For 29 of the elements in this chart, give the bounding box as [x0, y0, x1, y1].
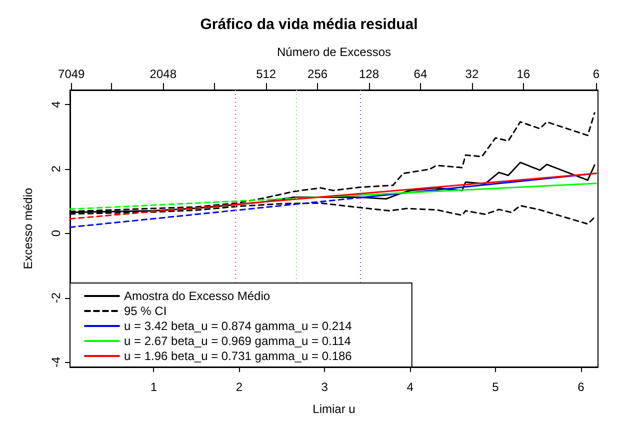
- legend-label: u = 2.67 beta_u = 0.969 gamma_u = 0.114: [124, 334, 352, 348]
- x2-tick-label: 128: [359, 67, 380, 81]
- legend-label: 95 % CI: [124, 304, 167, 318]
- legend-label: u = 3.42 beta_u = 0.874 gamma_u = 0.214: [124, 319, 352, 333]
- x2-axis-title: Número de Excessos: [276, 45, 392, 59]
- x2-tick-label: 256: [308, 67, 328, 81]
- chart-title: Gráfico da vida média residual: [200, 16, 418, 33]
- y-tick-label: 2: [49, 165, 63, 172]
- x2-tick-label: 512: [256, 67, 276, 81]
- x2-tick-label: 6: [592, 67, 600, 81]
- y-axis-title: Excesso médio: [21, 187, 35, 270]
- x-tick-label: 4: [406, 380, 414, 394]
- x-axis-title: Limiar u: [312, 402, 356, 416]
- x2-tick-label: 7049: [58, 67, 86, 81]
- x-tick-label: 2: [236, 380, 243, 394]
- x-tick-label: 3: [321, 380, 328, 394]
- x-tick-label: 5: [492, 380, 500, 394]
- y-tick-label: 4: [49, 100, 63, 108]
- y-tick-label: -2: [49, 292, 63, 304]
- x2-tick-label: 2048: [150, 67, 177, 81]
- legend-label: Amostra do Excesso Médio: [124, 289, 270, 303]
- y-tick-label: 0: [49, 230, 63, 237]
- x2-tick-label: 16: [516, 67, 530, 81]
- y-tick-label: -4: [49, 356, 63, 368]
- x2-tick-label: 32: [465, 67, 479, 81]
- legend-label: u = 1.96 beta_u = 0.731 gamma_u = 0.186: [124, 349, 352, 363]
- x-tick-label: 6: [578, 380, 585, 394]
- x2-tick-label: 64: [414, 67, 428, 81]
- x-tick-label: 1: [150, 380, 158, 394]
